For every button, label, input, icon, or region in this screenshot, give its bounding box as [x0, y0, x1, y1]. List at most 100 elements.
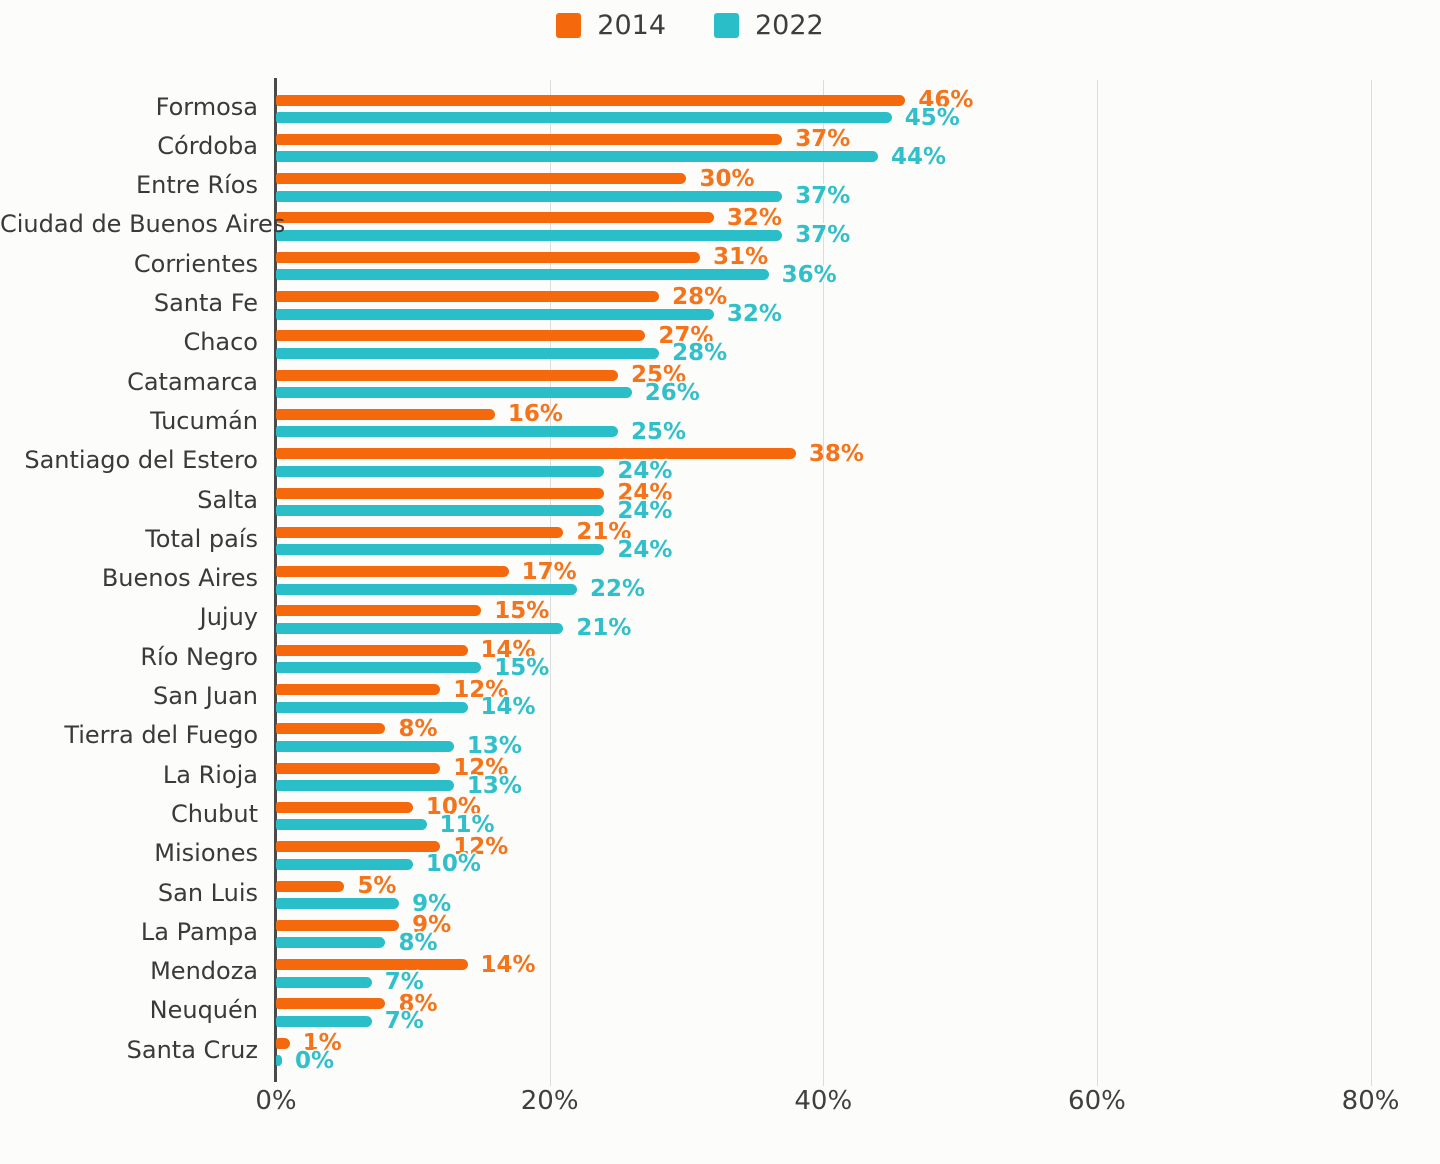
value-label-2014-san-juan: 12% [453, 676, 509, 703]
value-label-2022-formosa: 45% [904, 104, 960, 131]
bar-2022-catamarca [276, 387, 632, 399]
x-axis-tick-label: 80% [1341, 1086, 1400, 1116]
value-label-2022-mendoza: 7% [384, 969, 424, 996]
gridline-60 [1096, 80, 1098, 1086]
bar-2022-total-pai-s [276, 544, 605, 556]
value-label-2014-ciudad-de-buenos-aires: 32% [726, 204, 782, 231]
bar-2014-co-rdoba [276, 133, 783, 145]
bar-2022-tucuma-n [276, 426, 619, 438]
bar-2014-san-juan [276, 684, 441, 695]
bar-2022-chaco [276, 347, 660, 359]
bar-2022-san-juan [276, 701, 468, 713]
category-label-mendoza: Mendoza [150, 957, 258, 986]
bar-2014-tucuma-n [276, 408, 495, 420]
value-label-2022-santa-fe: 32% [726, 301, 782, 327]
value-label-2014-tierra-del-fuego: 8% [398, 715, 438, 742]
bar-2014-san-luis [276, 880, 345, 892]
value-label-2022-entre-ri-os: 37% [795, 183, 851, 210]
bar-2022-santiago-del-estero [276, 465, 605, 477]
bar-2014-salta [276, 487, 605, 499]
value-label-2022-tierra-del-fuego: 13% [466, 733, 522, 760]
bar-2014-chaco [276, 330, 646, 342]
bar-2014-santa-fe [276, 291, 660, 302]
category-label-neuque-n: Neuquén [149, 996, 258, 1025]
value-label-2014-misiones: 12% [453, 833, 509, 860]
value-label-2022-ciudad-de-buenos-aires: 37% [795, 222, 851, 249]
category-label-santa-cruz: Santa Cruz [126, 1035, 258, 1064]
value-label-2022-santiago-del-estero: 24% [617, 458, 673, 485]
bar-2022-co-rdoba [276, 151, 879, 163]
bar-2022-neuque-n [276, 1015, 372, 1027]
bar-2014-corrientes [276, 251, 701, 263]
value-label-2022-corrientes: 36% [781, 261, 837, 288]
value-label-2022-la-pampa: 8% [398, 929, 438, 956]
value-label-2022-chubut: 11% [439, 811, 495, 838]
value-label-2014-formosa: 46% [918, 87, 974, 113]
bar-2022-san-luis [276, 898, 400, 909]
category-label-ri-o-negro: Río Negro [140, 642, 258, 671]
bar-2022-la-pampa [276, 937, 386, 949]
category-label-ciudad-de-buenos-aires: Ciudad de Buenos Aires [0, 210, 286, 239]
category-label-corrientes: Corrientes [133, 249, 258, 278]
value-label-2014-santiago-del-estero: 38% [808, 440, 864, 467]
value-label-2014-la-pampa: 9% [412, 912, 452, 939]
category-label-jujuy: Jujuy [199, 603, 258, 632]
bar-2022-jujuy [276, 622, 564, 634]
value-label-2014-buenos-aires: 17% [521, 558, 577, 585]
value-label-2022-buenos-aires: 22% [590, 576, 646, 603]
value-label-2022-la-rioja: 13% [466, 772, 522, 799]
bar-2022-mendoza [276, 976, 372, 988]
gridline-40 [823, 80, 825, 1086]
value-label-2014-total-pai-s: 21% [576, 519, 632, 546]
value-label-2022-san-luis: 9% [412, 890, 452, 917]
legend-swatch-2022 [714, 13, 739, 38]
category-label-buenos-aires: Buenos Aires [101, 564, 258, 593]
plot-area: 46% 45% 37% 44% 30% 37% 32% 37% 31% 36% 28% 32% 27% 2… [274, 78, 1439, 1086]
value-label-2014-co-rdoba: 37% [795, 126, 851, 153]
value-label-2022-catamarca: 26% [644, 379, 700, 406]
value-label-2022-misiones: 10% [425, 851, 481, 878]
value-label-2014-mendoza: 14% [480, 951, 536, 978]
bar-2014-total-pai-s [276, 526, 564, 538]
bar-2014-santa-cruz [276, 1037, 290, 1049]
bar-2022-santa-fe [276, 308, 714, 320]
category-label-salta: Salta [197, 485, 258, 514]
bar-2022-santa-cruz [276, 1055, 282, 1067]
bar-2022-buenos-aires [276, 583, 577, 595]
value-label-2022-neuque-n: 7% [384, 1008, 424, 1035]
x-axis-tick-label: 60% [1068, 1086, 1126, 1116]
category-label-la-rioja: La Rioja [162, 760, 258, 789]
value-label-2014-catamarca: 25% [631, 362, 687, 389]
bar-2022-corrientes [276, 269, 769, 281]
bar-2022-salta [276, 505, 605, 516]
category-label-entre-ri-os: Entre Ríos [135, 171, 258, 200]
category-label-chaco: Chaco [183, 328, 258, 357]
bar-2014-buenos-aires [276, 566, 509, 578]
bar-2022-la-rioja [276, 780, 454, 792]
category-label-chubut: Chubut [170, 799, 258, 828]
bar-2014-la-rioja [276, 762, 441, 774]
gridline-20 [549, 80, 551, 1086]
value-label-2022-santa-cruz: 0% [295, 1047, 335, 1074]
bar-2014-ciudad-de-buenos-aires [276, 212, 714, 224]
bar-2014-tierra-del-fuego [276, 723, 386, 735]
category-label-misiones: Misiones [154, 839, 258, 868]
legend-label-2022: 2022 [755, 10, 824, 41]
category-label-tucuma-n: Tucumán [150, 406, 258, 435]
bar-2022-entre-ri-os [276, 190, 783, 202]
value-label-2022-ri-o-negro: 15% [494, 654, 550, 681]
bar-2014-la-pampa [276, 919, 400, 931]
bar-2014-entre-ri-os [276, 173, 687, 185]
bar-2022-ri-o-negro [276, 662, 482, 674]
bar-2022-tierra-del-fuego [276, 740, 454, 752]
value-label-2014-san-luis: 5% [357, 873, 397, 899]
bar-2014-formosa [276, 94, 906, 106]
category-label-san-luis: San Luis [157, 878, 258, 907]
category-label-co-rdoba: Córdoba [157, 131, 258, 160]
bar-2014-misiones [276, 841, 441, 853]
value-label-2022-co-rdoba: 44% [891, 143, 947, 170]
value-label-2014-chaco: 27% [658, 322, 714, 349]
bar-2014-ri-o-negro [276, 644, 468, 656]
value-label-2022-chaco: 28% [672, 340, 728, 367]
legend-item-2022: 2022 [714, 10, 824, 41]
